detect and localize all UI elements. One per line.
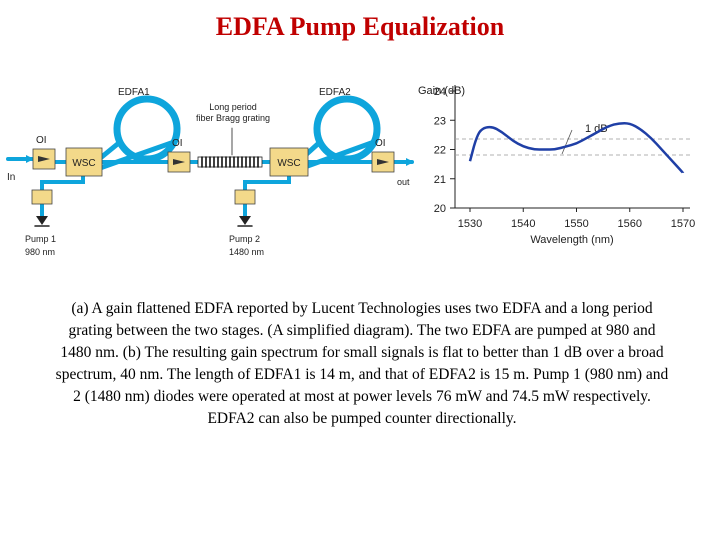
edfa1-label: EDFA1 — [118, 87, 150, 98]
edfa2-label: EDFA2 — [319, 87, 351, 98]
x-ticks: 1530 1540 1550 1560 1570 — [458, 208, 695, 230]
schematic: EDFA1 EDFA2 Long period fiber Bragg grat… — [6, 87, 414, 257]
isolator-2-arrow-icon — [173, 159, 185, 165]
y-tick-label: 23 — [434, 115, 446, 127]
pump1-label-line1: Pump 1 — [25, 234, 56, 244]
x-tick-label: 1560 — [618, 218, 642, 230]
isolator-3-arrow-icon — [377, 159, 389, 165]
x-tick-label: 1530 — [458, 218, 482, 230]
y-ticks: 24 23 22 21 20 — [434, 86, 455, 215]
input-label: In — [7, 172, 15, 183]
pump2-label-line2: 1480 nm — [229, 247, 264, 257]
grating-lines — [201, 156, 259, 168]
grating-label-line2: fiber Bragg grating — [196, 113, 270, 123]
isolator-1-label: OI — [36, 135, 47, 146]
pump2-label-line1: Pump 2 — [229, 234, 260, 244]
y-tick-label: 21 — [434, 174, 446, 186]
pump2-isolator — [234, 189, 256, 205]
x-axis-label: Wavelength (nm) — [530, 234, 613, 246]
isolator-1-arrow-icon — [38, 156, 50, 162]
x-tick-label: 1570 — [671, 218, 695, 230]
isolator-2-label: OI — [172, 138, 183, 149]
wsc-1-label: WSC — [72, 158, 95, 169]
edfa-figure: EDFA1 EDFA2 Long period fiber Bragg grat… — [6, 85, 695, 257]
pump1-label-line2: 980 nm — [25, 247, 55, 257]
wsc-2 — [269, 147, 309, 177]
y-tick-label: 20 — [434, 203, 446, 215]
figure-caption: (a) A gain flattened EDFA reported by Lu… — [55, 300, 669, 427]
gain-chart: Gain (dB) Wavelength (nm) 1 dB 242322212… — [418, 85, 695, 246]
wsc-1 — [65, 147, 103, 177]
pump1-diode-icon — [34, 216, 50, 227]
y-tick-label: 22 — [434, 145, 446, 157]
slide-title: EDFA Pump Equalization — [215, 12, 505, 41]
edfa2-fiber-loop — [313, 95, 381, 163]
grating-label-line1: Long period — [209, 102, 257, 112]
y-tick-label: 24 — [434, 86, 446, 98]
pump1-isolator — [31, 189, 53, 205]
output-label: out — [397, 177, 410, 187]
annotation-label: 1 dB — [585, 123, 608, 135]
isolator-3-label: OI — [375, 138, 386, 149]
x-tick-label: 1550 — [564, 218, 588, 230]
out-arrow-icon — [406, 158, 414, 166]
gain-curve — [468, 121, 685, 174]
in-arrow-icon — [26, 155, 34, 163]
pump2-diode-icon — [237, 216, 253, 227]
edfa1-fiber-loop — [113, 95, 181, 163]
x-tick-label: 1540 — [511, 218, 535, 230]
y-axis-label: Gain (dB) — [418, 85, 465, 97]
wsc-2-label: WSC — [277, 158, 300, 169]
annotation: 1 dB — [561, 123, 608, 155]
